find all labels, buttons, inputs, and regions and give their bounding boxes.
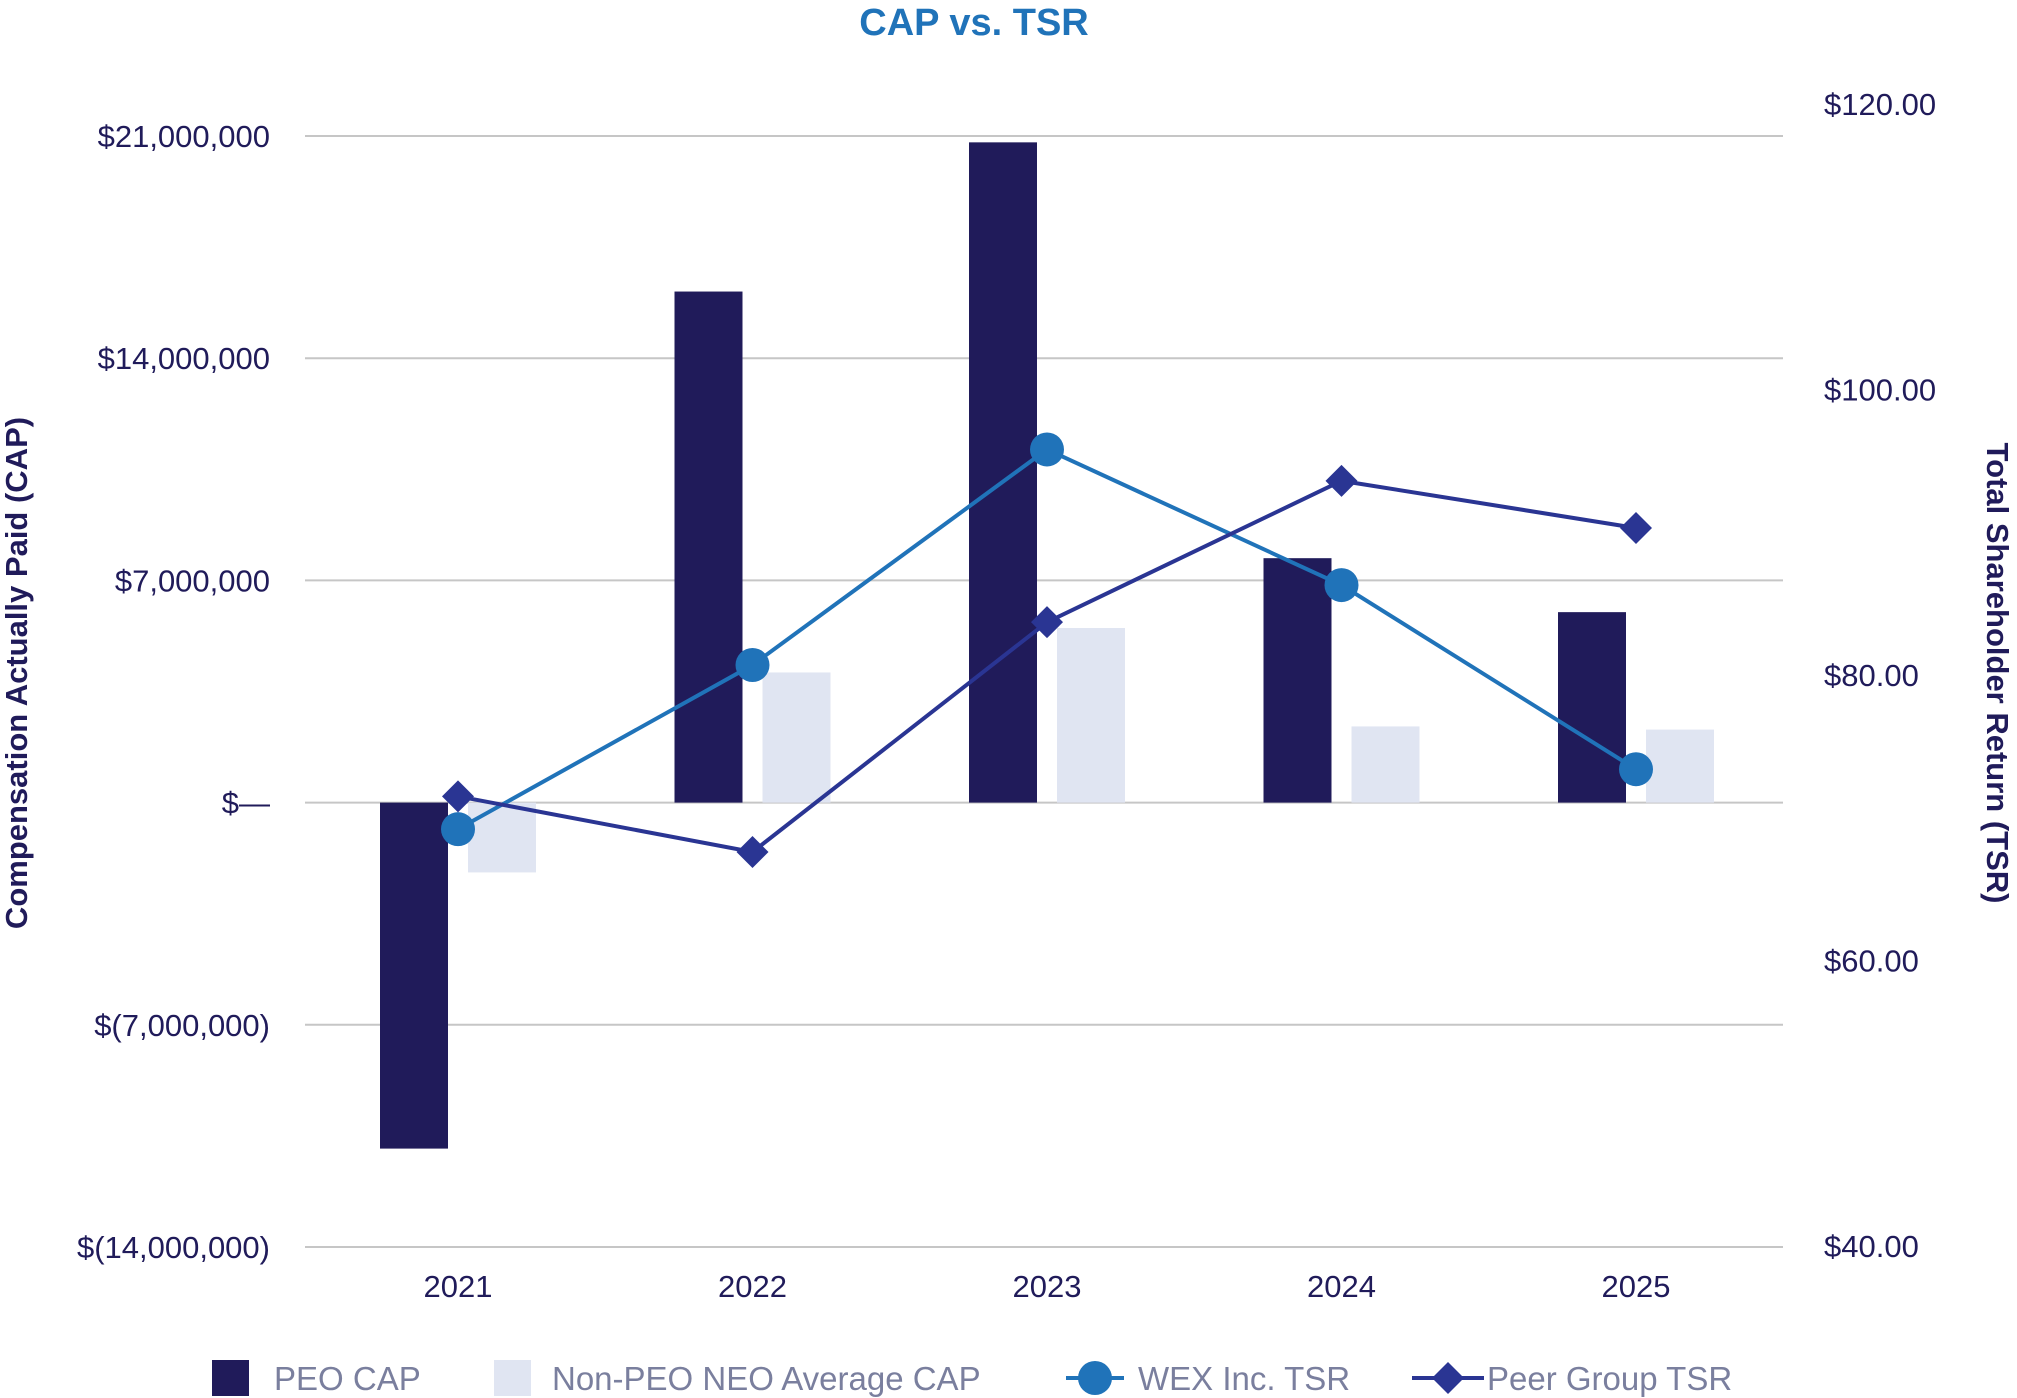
left-axis-ticks: $21,000,000 $14,000,000 $7,000,000 $— $(7,00… (77, 119, 270, 1265)
bar-peo-cap (674, 291, 743, 803)
left-tick-label: $7,000,000 (115, 563, 270, 598)
right-tick-label: $40.00 (1824, 1229, 1919, 1264)
peer-tsr-point (442, 780, 474, 813)
peer-tsr-point (1031, 606, 1063, 639)
x-tick-label: 2022 (718, 1269, 787, 1304)
peer-tsr-point (1620, 511, 1652, 544)
bar-non-peo-cap (1351, 726, 1420, 803)
bar-peo-cap (1263, 558, 1332, 803)
bar-peo-cap (380, 802, 448, 1149)
left-tick-label: $(14,000,000) (77, 1230, 270, 1265)
bar-non-peo-cap (1646, 729, 1714, 803)
right-tick-label: $120.00 (1824, 87, 1936, 122)
bar-non-peo-cap (1057, 628, 1125, 803)
wex-tsr-line (457, 447, 1638, 831)
bar-non-peo-cap (762, 672, 831, 803)
wex-tsr-point (441, 812, 475, 847)
x-tick-label: 2023 (1013, 1269, 1082, 1304)
legend-label-peo-cap: PEO CAP (274, 1360, 421, 1397)
right-axis-ticks: $120.00 $100.00 $80.00 $60.00 $40.00 (1824, 87, 1936, 1264)
right-tick-label: $60.00 (1824, 944, 1919, 979)
peer-tsr-point (1325, 464, 1358, 497)
wex-tsr-point (1619, 752, 1653, 787)
left-tick-label: $14,000,000 (98, 341, 270, 376)
wex-tsr-point (1324, 568, 1359, 603)
right-tick-label: $80.00 (1824, 658, 1919, 693)
legend-label-peer-tsr: Peer Group TSR (1487, 1360, 1732, 1397)
right-tick-label: $100.00 (1824, 373, 1936, 408)
legend-swatch-peer-tsr-marker (1432, 1362, 1464, 1394)
x-tick-label: 2024 (1307, 1269, 1376, 1304)
left-axis-title: Compensation Actually Paid (CAP) (0, 417, 34, 929)
peer-tsr-line (457, 478, 1637, 855)
x-tick-label: 2025 (1602, 1269, 1671, 1304)
bars (380, 142, 1714, 1149)
left-tick-label: $— (222, 786, 270, 821)
x-tick-label: 2021 (424, 1269, 493, 1304)
x-axis-ticks: 2021 2022 2023 2024 2025 (424, 1269, 1671, 1304)
left-tick-label: $(7,000,000) (94, 1008, 270, 1043)
bar-non-peo-cap (468, 802, 536, 873)
chart-title: CAP vs. TSR (859, 2, 1088, 44)
lines (441, 432, 1653, 869)
bar-peo-cap (1558, 612, 1626, 803)
legend-swatch-peo-cap (212, 1360, 249, 1396)
legend: PEO CAP Non-PEO NEO Average CAP WEX Inc. T… (212, 1360, 1732, 1397)
wex-tsr-point (1030, 432, 1064, 467)
wex-tsr-point (735, 648, 770, 683)
legend-swatch-non-peo-cap (494, 1360, 531, 1396)
peer-tsr-point (736, 836, 769, 869)
legend-label-wex-tsr: WEX Inc. TSR (1138, 1360, 1350, 1397)
bar-peo-cap (969, 142, 1037, 803)
legend-label-non-peo-cap: Non-PEO NEO Average CAP (552, 1360, 981, 1397)
left-tick-label: $21,000,000 (98, 119, 270, 154)
right-axis-title: Total Shareholder Return (TSR) (1980, 442, 2015, 903)
legend-swatch-wex-tsr-marker (1078, 1361, 1112, 1395)
gridlines (305, 135, 1783, 1248)
